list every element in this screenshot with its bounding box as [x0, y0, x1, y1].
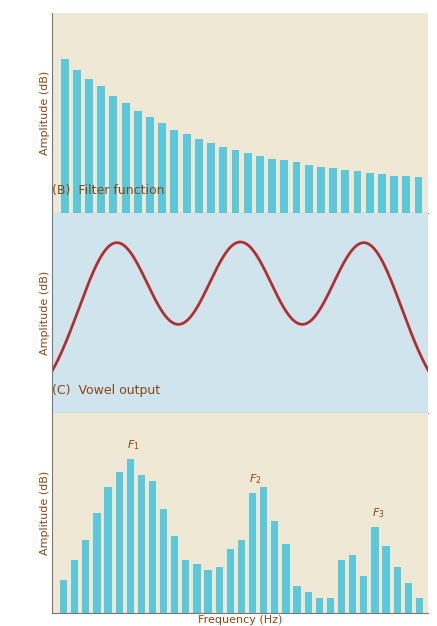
- Bar: [327, 598, 334, 613]
- X-axis label: Frequency (Hz): Frequency (Hz): [198, 615, 283, 625]
- Bar: [382, 546, 390, 613]
- Text: $F_3$: $F_3$: [371, 506, 384, 520]
- Bar: [158, 123, 166, 213]
- Bar: [282, 544, 290, 613]
- Bar: [160, 509, 167, 613]
- Bar: [405, 583, 412, 613]
- Bar: [182, 560, 190, 613]
- Bar: [268, 159, 276, 213]
- Bar: [127, 459, 134, 613]
- Bar: [215, 567, 223, 613]
- Bar: [317, 167, 325, 213]
- Bar: [292, 162, 301, 213]
- Bar: [121, 103, 130, 213]
- Bar: [149, 481, 156, 613]
- Bar: [378, 174, 386, 213]
- Bar: [244, 153, 252, 213]
- Bar: [393, 567, 401, 613]
- Bar: [256, 156, 264, 213]
- Bar: [232, 150, 239, 213]
- Bar: [415, 177, 423, 213]
- Bar: [349, 555, 356, 613]
- Bar: [85, 79, 93, 213]
- Bar: [305, 592, 312, 613]
- Bar: [205, 570, 212, 613]
- Bar: [183, 134, 191, 213]
- Bar: [115, 472, 123, 613]
- Bar: [260, 487, 267, 613]
- Bar: [341, 170, 349, 213]
- Bar: [104, 487, 111, 613]
- Bar: [293, 586, 301, 613]
- Bar: [193, 564, 201, 613]
- Bar: [195, 139, 203, 213]
- Bar: [94, 513, 101, 613]
- X-axis label: Frequency (Hz): Frequency (Hz): [198, 414, 283, 424]
- Text: (B)  Filter function: (B) Filter function: [52, 184, 165, 197]
- Text: $F_2$: $F_2$: [249, 473, 262, 486]
- Bar: [416, 598, 423, 613]
- Bar: [249, 493, 256, 613]
- Bar: [390, 176, 398, 213]
- X-axis label: Frequency (Hz): Frequency (Hz): [198, 214, 283, 224]
- Bar: [271, 521, 278, 613]
- Bar: [82, 540, 90, 613]
- Bar: [134, 111, 142, 213]
- Text: $F_1$: $F_1$: [127, 439, 139, 453]
- Bar: [338, 560, 345, 613]
- Bar: [170, 130, 178, 213]
- Bar: [110, 96, 118, 213]
- Bar: [138, 475, 145, 613]
- Bar: [366, 173, 374, 213]
- Bar: [238, 540, 245, 613]
- Y-axis label: Amplitude (dB): Amplitude (dB): [40, 271, 50, 355]
- Bar: [73, 69, 81, 213]
- Bar: [60, 580, 67, 613]
- Bar: [360, 577, 368, 613]
- Y-axis label: Amplitude (dB): Amplitude (dB): [40, 71, 50, 155]
- Text: (C)  Vowel output: (C) Vowel output: [52, 384, 160, 397]
- Bar: [329, 168, 337, 213]
- Bar: [305, 165, 312, 213]
- Bar: [146, 117, 154, 213]
- Y-axis label: Amplitude (dB): Amplitude (dB): [40, 471, 50, 555]
- Bar: [371, 527, 378, 613]
- Bar: [61, 59, 69, 213]
- Bar: [354, 172, 361, 213]
- Bar: [219, 146, 227, 213]
- Bar: [171, 536, 178, 613]
- Bar: [207, 143, 215, 213]
- Bar: [402, 176, 410, 213]
- Bar: [280, 160, 288, 213]
- Bar: [71, 560, 78, 613]
- Bar: [97, 86, 105, 213]
- Bar: [227, 549, 234, 613]
- Bar: [316, 598, 323, 613]
